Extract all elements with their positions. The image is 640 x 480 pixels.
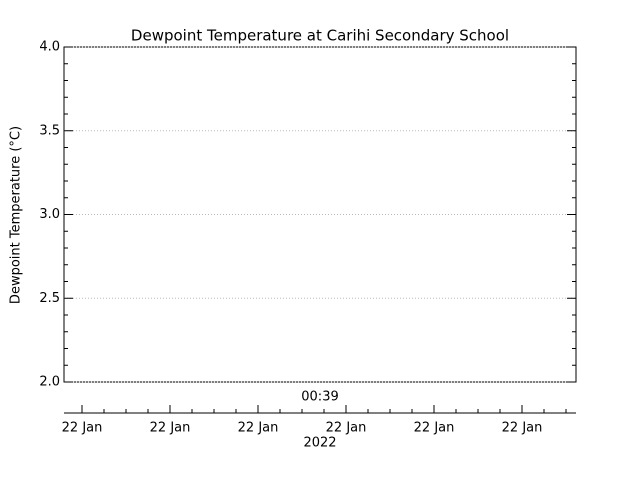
y-tick-label: 2.5: [39, 291, 60, 306]
x-tick-label: 22 Jan: [150, 421, 191, 436]
y-tick-label: 3.5: [39, 123, 60, 138]
y-tick-label: 4.0: [39, 40, 60, 55]
x-tick-label: 22 Jan: [238, 421, 279, 436]
y-axis-label: Dewpoint Temperature (°C): [9, 126, 24, 304]
x-tick-label: 22 Jan: [326, 421, 367, 436]
x-tick-label: 22 Jan: [414, 421, 455, 436]
y-tick-label: 2.0: [39, 375, 60, 390]
time-label: 00:39: [301, 390, 338, 405]
x-tick-label: 22 Jan: [502, 421, 543, 436]
x-tick-label: 22 Jan: [62, 421, 103, 436]
year-label: 2022: [303, 436, 336, 451]
chart-title: Dewpoint Temperature at Carihi Secondary…: [131, 27, 509, 45]
y-tick-label: 3.0: [39, 207, 60, 222]
